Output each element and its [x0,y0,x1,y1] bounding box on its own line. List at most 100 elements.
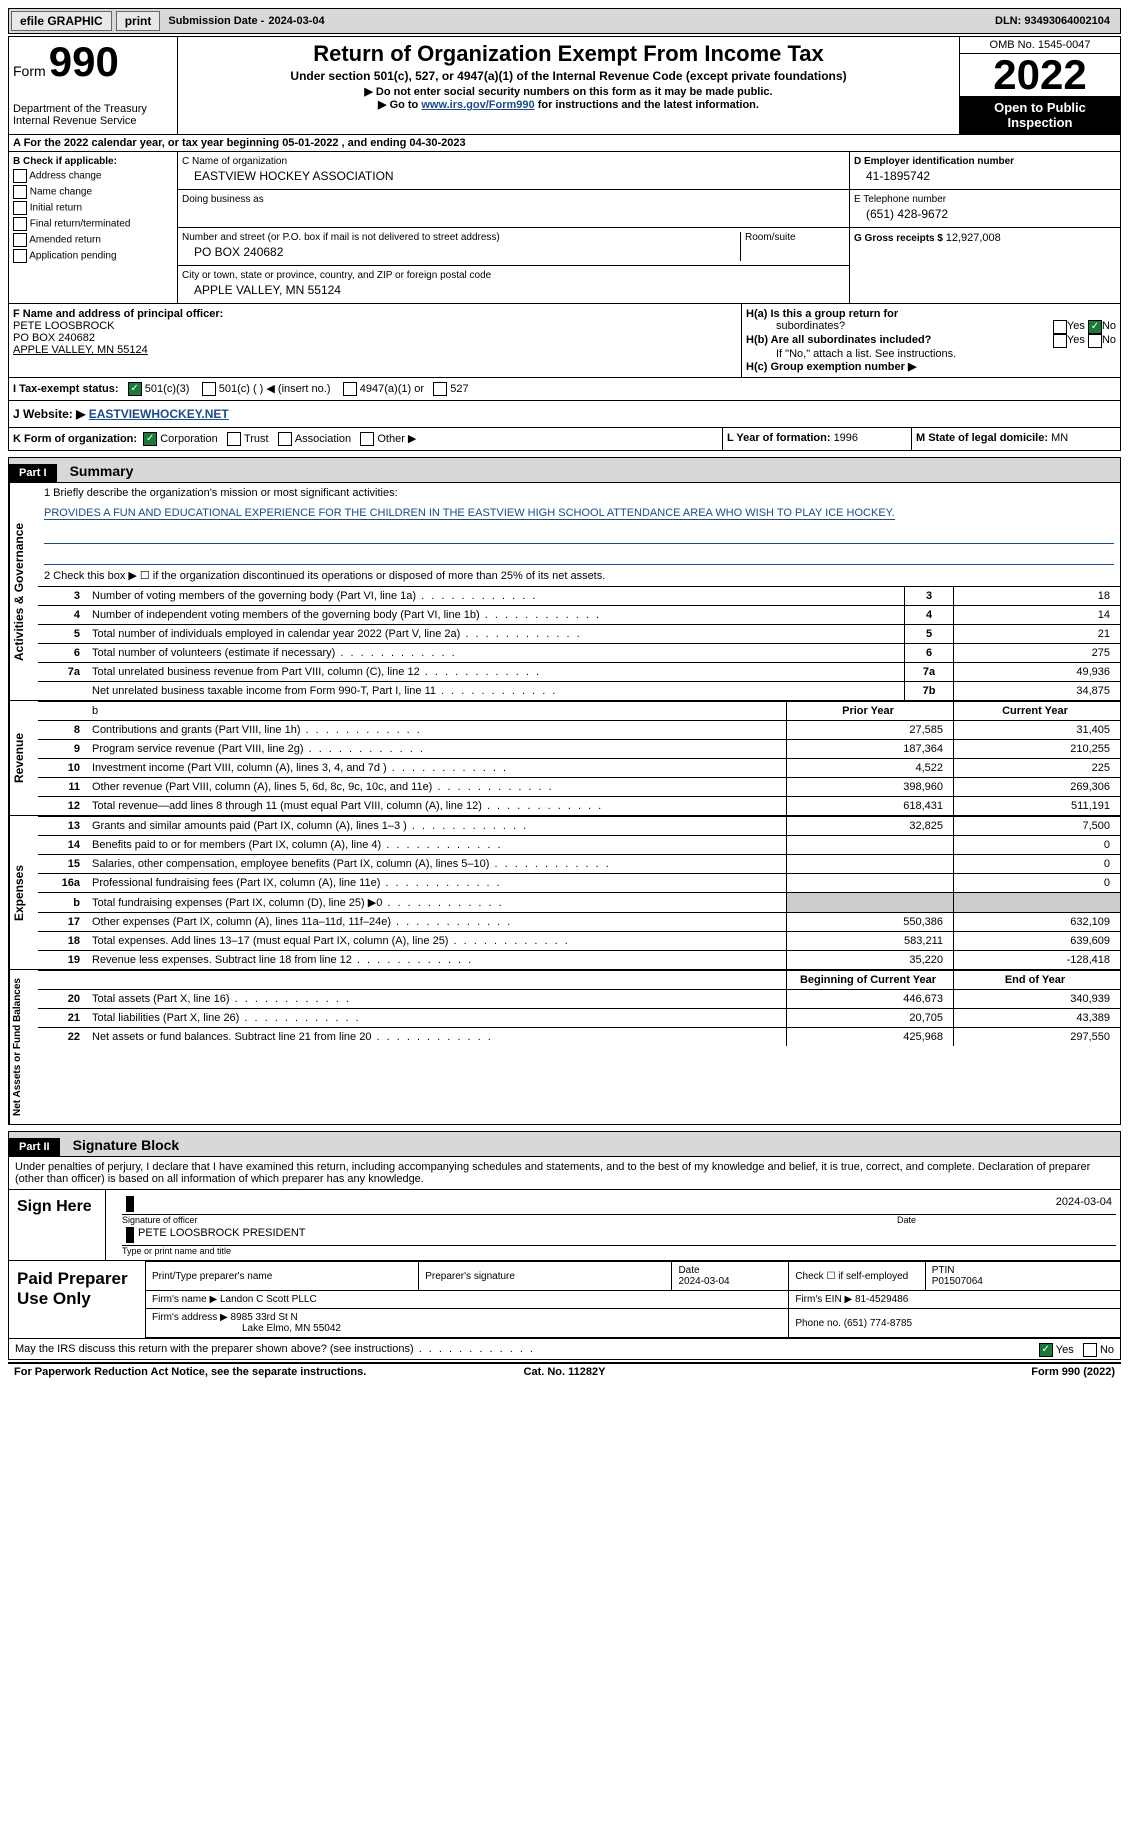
discuss-no-checkbox[interactable] [1083,1343,1097,1357]
table-row: 20Total assets (Part X, line 16)446,6733… [38,990,1120,1009]
hb-label: H(b) Are all subordinates included? [746,334,1053,348]
part1-header: Part I Summary [8,457,1121,483]
firm-addr1: 8985 33rd St N [231,1312,298,1323]
col-b-checkboxes: B Check if applicable: Address change Na… [9,152,178,303]
tab-activities: Activities & Governance [9,483,38,700]
table-row: 13Grants and similar amounts paid (Part … [38,817,1120,836]
colb-checkbox-item[interactable]: Amended return [13,233,173,247]
501c-checkbox[interactable] [202,382,216,396]
officer-addr1: PO BOX 240682 [13,332,737,344]
527-checkbox[interactable] [433,382,447,396]
501c3-checkbox[interactable]: ✓ [128,382,142,396]
submission-date: 2024-03-04 [268,15,324,27]
table-row: 4Number of independent voting members of… [38,606,1120,625]
other-checkbox[interactable] [360,432,374,446]
print-button[interactable]: print [116,11,161,31]
table-row: 6Total number of volunteers (estimate if… [38,644,1120,663]
footer-row: For Paperwork Reduction Act Notice, see … [8,1362,1121,1380]
table-row: 11Other revenue (Part VIII, column (A), … [38,778,1120,797]
cat-no: Cat. No. 11282Y [381,1366,748,1378]
firm-addr2: Lake Elmo, MN 55042 [152,1323,341,1334]
sig-date: 2024-03-04 [1056,1196,1112,1212]
table-row: 22Net assets or fund balances. Subtract … [38,1028,1120,1047]
ein-value: 41-1895742 [854,167,1116,185]
row-a-tax-year: A For the 2022 calendar year, or tax yea… [8,135,1121,152]
dept-treasury: Department of the Treasury [13,103,173,115]
preparer-table: Print/Type preparer's name Preparer's si… [146,1261,1120,1338]
tab-revenue: Revenue [9,701,38,815]
paid-preparer-label: Paid Preparer Use Only [9,1261,146,1338]
gross-value: 12,927,008 [946,232,1001,244]
tab-netassets: Net Assets or Fund Balances [9,970,38,1124]
table-row: 19Revenue less expenses. Subtract line 1… [38,951,1120,970]
part2-header: Part II Signature Block [8,1131,1121,1157]
table-row: 18Total expenses. Add lines 13–17 (must … [38,932,1120,951]
table-row: 5Total number of individuals employed in… [38,625,1120,644]
corp-checkbox[interactable]: ✓ [143,432,157,446]
trust-checkbox[interactable] [227,432,241,446]
gross-label: G Gross receipts $ [854,233,946,244]
officer-label: F Name and address of principal officer: [13,308,737,320]
note-link: ▶ Go to www.irs.gov/Form990 for instruct… [182,98,955,111]
table-row: bTotal fundraising expenses (Part IX, co… [38,893,1120,913]
officer-name: PETE LOOSBROCK [13,320,737,332]
year-formation: 1996 [834,432,858,444]
row-j-website: J Website: ▶ EASTVIEWHOCKEY.NET [8,400,1121,427]
org-name-label: C Name of organization [182,156,845,167]
tel-value: (651) 428-9672 [854,205,1116,223]
sign-here-label: Sign Here [9,1190,106,1260]
street-address: PO BOX 240682 [182,243,740,261]
colb-checkbox-item[interactable]: Initial return [13,201,173,215]
colb-checkbox-item[interactable]: Final return/terminated [13,217,173,231]
table-row: 9Program service revenue (Part VIII, lin… [38,740,1120,759]
room-label: Room/suite [745,232,845,243]
table-row: 15Salaries, other compensation, employee… [38,855,1120,874]
dln: DLN: 93493064002104 [995,15,1118,27]
form-footer: Form 990 (2022) [748,1366,1115,1378]
table-activities: 3Number of voting members of the governi… [38,586,1120,700]
table-row: 21Total liabilities (Part X, line 26)20,… [38,1009,1120,1028]
ha-no-checkbox[interactable]: ✓ [1088,320,1102,334]
table-row: 8Contributions and grants (Part VIII, li… [38,721,1120,740]
table-row: 17Other expenses (Part IX, column (A), l… [38,913,1120,932]
city-label: City or town, state or province, country… [182,270,845,281]
discuss-row: May the IRS discuss this return with the… [8,1339,1121,1360]
ha-label: H(a) Is this a group return for [746,308,898,320]
tax-year: 2022 [960,54,1120,96]
ha-yes-checkbox[interactable] [1053,320,1067,334]
row-i-tax-status: I Tax-exempt status: ✓ 501(c)(3) 501(c) … [8,377,1121,400]
perjury-declaration: Under penalties of perjury, I declare th… [9,1157,1120,1189]
main-title: Return of Organization Exempt From Incom… [182,41,955,67]
state-domicile: MN [1051,432,1068,444]
form-number: 990 [49,38,119,85]
website-link[interactable]: EASTVIEWHOCKEY.NET [89,407,229,421]
assoc-checkbox[interactable] [278,432,292,446]
4947-checkbox[interactable] [343,382,357,396]
efile-button[interactable]: efile GRAPHIC [11,11,112,31]
firm-ein: 81-4529486 [855,1294,908,1305]
submission-date-label: Submission Date - [168,15,264,27]
table-expenses: 13Grants and similar amounts paid (Part … [38,816,1120,969]
officer-sig-name: PETE LOOSBROCK PRESIDENT [138,1227,305,1243]
ein-label: D Employer identification number [854,156,1116,167]
org-name: EASTVIEW HOCKEY ASSOCIATION [182,167,845,185]
top-bar: efile GRAPHIC print Submission Date - 20… [8,8,1121,34]
self-employed-check[interactable]: Check ☐ if self-employed [795,1271,908,1282]
table-netassets: Beginning of Current YearEnd of Year 20T… [38,970,1120,1046]
irs-link[interactable]: www.irs.gov/Form990 [421,99,534,111]
colb-checkbox-item[interactable]: Application pending [13,249,173,263]
table-row: 10Investment income (Part VIII, column (… [38,759,1120,778]
form-header: Form 990 Department of the Treasury Inte… [8,36,1121,135]
colb-checkbox-item[interactable]: Address change [13,169,173,183]
table-row: Net unrelated business taxable income fr… [38,682,1120,701]
subtitle: Under section 501(c), 527, or 4947(a)(1)… [182,69,955,83]
form-word: Form [13,63,46,79]
hb-yes-checkbox[interactable] [1053,334,1067,348]
colb-checkbox-item[interactable]: Name change [13,185,173,199]
block-fh: F Name and address of principal officer:… [8,303,1121,377]
hb-no-checkbox[interactable] [1088,334,1102,348]
discuss-yes-checkbox[interactable]: ✓ [1039,1343,1053,1357]
table-row: 3Number of voting members of the governi… [38,587,1120,606]
prep-date: 2024-03-04 [678,1276,729,1287]
irs-label: Internal Revenue Service [13,115,173,127]
